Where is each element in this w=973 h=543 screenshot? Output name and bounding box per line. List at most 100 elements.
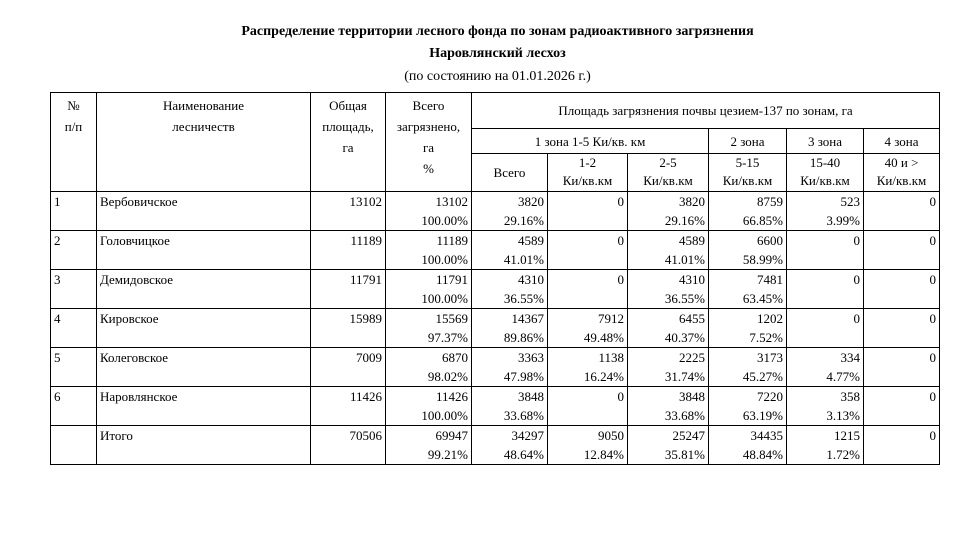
- value: 0: [617, 389, 625, 404]
- percent: 33.68%: [503, 408, 544, 423]
- value: 3848: [518, 389, 544, 404]
- percent: 4.77%: [826, 369, 860, 384]
- value: 0: [617, 272, 625, 287]
- percent: 63.45%: [742, 291, 783, 306]
- value: 0: [617, 233, 625, 248]
- value-cell: 358 3.13%: [786, 386, 864, 426]
- value: 0: [853, 272, 861, 287]
- table-body: 1 Вербовичское 13102 13102 100.00% 3820 29.16%…: [50, 191, 941, 465]
- row-number: 4: [50, 308, 97, 348]
- value: 3820: [679, 194, 705, 209]
- header-cell: Всего: [471, 153, 548, 192]
- value-cell: 0: [547, 191, 628, 231]
- percent: 33.68%: [664, 408, 705, 423]
- value-cell: 4310 36.55%: [627, 269, 709, 309]
- value: 4589: [518, 233, 544, 248]
- percent: 100.00%: [421, 291, 468, 306]
- value: 3848: [679, 389, 705, 404]
- value: 334: [840, 350, 861, 365]
- percent: 45.27%: [742, 369, 783, 384]
- value-cell: 13102 100.00%: [385, 191, 472, 231]
- percent: 7.52%: [749, 330, 783, 345]
- value: 8759: [757, 194, 783, 209]
- value-cell: 7912 49.48%: [547, 308, 628, 348]
- percent: 63.19%: [742, 408, 783, 423]
- value: 7912: [598, 311, 624, 326]
- data-row: 1 Вербовичское 13102 13102 100.00% 3820 29.16%…: [50, 191, 941, 231]
- header-text: п/п: [64, 119, 83, 134]
- value: 1215: [834, 428, 860, 443]
- value-cell: 4310 36.55%: [471, 269, 548, 309]
- value-cell: 0: [862, 425, 941, 465]
- header-row: Всего 1-2 Ки/кв.км 2-5 Ки/кв.км 5-15 Ки/кв.км 1…: [51, 153, 941, 192]
- table-head: № п/п Наименование лесничеств Общая площадь, г…: [50, 92, 941, 192]
- total-area: 7009: [310, 347, 386, 387]
- value-cell: 3848 33.68%: [627, 386, 709, 426]
- header-text: лесничеств: [172, 119, 235, 134]
- value-cell: 11791 100.00%: [385, 269, 472, 309]
- value-cell: 0: [786, 269, 864, 309]
- percent: 40.37%: [664, 330, 705, 345]
- row-name: Наровлянское: [96, 386, 311, 426]
- value: 34435: [750, 428, 784, 443]
- value-cell: 0: [862, 191, 941, 231]
- value: 4589: [679, 233, 705, 248]
- value-cell: 3820 29.16%: [471, 191, 548, 231]
- percent: 3.99%: [826, 213, 860, 228]
- header-text: Ки/кв.км: [876, 173, 927, 188]
- value: 0: [929, 194, 937, 209]
- row-number: 3: [50, 269, 97, 309]
- value: 3173: [757, 350, 783, 365]
- value: 7220: [757, 389, 783, 404]
- value-cell: 0: [786, 308, 864, 348]
- header-text: %: [423, 161, 434, 176]
- header-text: №: [67, 98, 80, 113]
- data-row: 3 Демидовское 11791 11791 100.00% 4310 36.55% 0…: [50, 269, 941, 309]
- value-cell: 1202 7.52%: [708, 308, 787, 348]
- header-text: га: [422, 140, 435, 155]
- value-cell: 334 4.77%: [786, 347, 864, 387]
- value: 0: [853, 233, 861, 248]
- value: 1138: [598, 350, 624, 365]
- total-area: 11189: [310, 230, 386, 270]
- value-cell: 9050 12.84%: [547, 425, 628, 465]
- percent: 89.86%: [503, 330, 544, 345]
- value-cell: 11426 100.00%: [385, 386, 472, 426]
- value-cell: 0: [862, 386, 941, 426]
- header-text: Ки/кв.км: [722, 173, 773, 188]
- value: 4310: [679, 272, 705, 287]
- row-name: Колеговское: [96, 347, 311, 387]
- value: 0: [929, 311, 937, 326]
- value: 13102: [435, 194, 469, 209]
- value-cell: 0: [547, 386, 628, 426]
- header-cell: 1 зона 1-5 Ки/кв. км: [471, 128, 709, 154]
- value: 6870: [442, 350, 468, 365]
- value-cell: 4589 41.01%: [627, 230, 709, 270]
- value: 0: [929, 350, 937, 365]
- row-name: Вербовичское: [96, 191, 311, 231]
- row-number: 5: [50, 347, 97, 387]
- header-cell: 1-2 Ки/кв.км: [547, 153, 628, 192]
- value-cell: 523 3.99%: [786, 191, 864, 231]
- header-cell: Наименование лесничеств: [96, 92, 311, 192]
- value-cell: 7220 63.19%: [708, 386, 787, 426]
- data-row: Итого 70506 69947 99.21% 34297 48.64% 9050 12.8…: [50, 425, 941, 465]
- value-cell: 8759 66.85%: [708, 191, 787, 231]
- value-cell: 3363 47.98%: [471, 347, 548, 387]
- total-area: 13102: [310, 191, 386, 231]
- percent: 48.84%: [742, 447, 783, 462]
- percent: 99.21%: [427, 447, 468, 462]
- value-cell: 4589 41.01%: [471, 230, 548, 270]
- value: 3363: [518, 350, 544, 365]
- total-area: 70506: [310, 425, 386, 465]
- value-cell: 0: [862, 230, 941, 270]
- percent: 48.64%: [503, 447, 544, 462]
- percent: 36.55%: [503, 291, 544, 306]
- header-text: 2-5: [659, 155, 677, 170]
- percent: 29.16%: [503, 213, 544, 228]
- value-cell: 1138 16.24%: [547, 347, 628, 387]
- value: 6600: [757, 233, 783, 248]
- header-cell: 2 зона: [708, 128, 787, 154]
- value-cell: 11189 100.00%: [385, 230, 472, 270]
